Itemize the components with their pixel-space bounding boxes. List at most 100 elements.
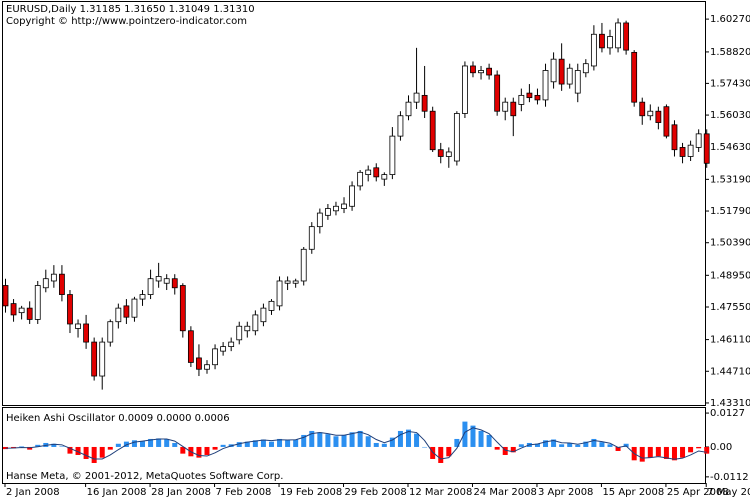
candle-body — [623, 22, 630, 51]
candle-body — [300, 248, 307, 282]
candle-body — [599, 33, 605, 49]
candle-body — [486, 67, 493, 76]
candle-body — [284, 280, 291, 284]
histogram-bar — [414, 433, 420, 447]
histogram-bar — [365, 436, 371, 447]
candle-body — [42, 278, 49, 289]
histogram-bar — [285, 440, 291, 447]
candle-body — [558, 58, 565, 85]
histogram-bar — [236, 442, 242, 447]
candle-body — [445, 151, 452, 157]
candle-body — [83, 323, 89, 343]
candle-body — [308, 226, 315, 250]
histogram-bar — [688, 446, 694, 453]
histogram-bar — [268, 441, 274, 447]
histogram-bar — [599, 442, 605, 447]
main-panel-frame — [2, 1, 706, 406]
candle-body — [260, 307, 267, 323]
candle-body — [163, 278, 170, 284]
histogram-bar — [607, 444, 613, 447]
histogram-bar — [430, 446, 436, 459]
histogram-bar — [510, 446, 516, 453]
candle-body — [590, 33, 597, 67]
candle-body — [179, 285, 186, 332]
histogram-bar — [156, 438, 162, 447]
histogram-bar — [196, 446, 202, 458]
candle-body — [139, 294, 146, 300]
y-tick-label: 1.58820 — [710, 47, 750, 58]
y-tick-label: 1.56030 — [710, 110, 750, 121]
y-tick-label: 1.43310 — [710, 398, 750, 409]
signal-line — [5, 427, 707, 460]
y-tick-label: 1.51790 — [710, 206, 750, 217]
histogram-bar — [478, 430, 484, 447]
oscillator-title: Heiken Ashi Oscillator 0.0009 0.0000 0.0… — [6, 413, 230, 424]
histogram-bar — [446, 446, 452, 457]
candle-body — [34, 285, 41, 320]
candle-body — [244, 325, 251, 332]
histogram-bar — [244, 441, 250, 447]
histogram-bar — [486, 434, 492, 447]
x-tick-label: 12 Mar 2008 — [409, 487, 472, 498]
candle-body — [10, 303, 17, 316]
histogram-bar — [277, 438, 283, 447]
y-tick-label: 1.48950 — [710, 270, 750, 281]
x-tick-label: 19 Feb 2008 — [280, 487, 342, 498]
candle-body — [631, 51, 638, 103]
candle-body — [510, 101, 517, 117]
candle-body — [131, 298, 138, 318]
candle-body — [220, 346, 227, 352]
histogram-bar — [470, 425, 476, 447]
histogram-bar — [27, 446, 33, 450]
histogram-bar — [696, 446, 702, 449]
candle-body — [59, 273, 65, 295]
y-tick-label: 0.00 — [710, 442, 732, 453]
candle-body — [212, 348, 218, 366]
histogram-bar — [83, 446, 89, 459]
histogram-bar — [164, 439, 170, 447]
y-tick-label: -0.0112 — [710, 472, 749, 483]
histogram-bar — [91, 446, 97, 463]
candle-body — [470, 65, 476, 74]
histogram-bar — [212, 446, 218, 450]
candle-body — [324, 208, 331, 216]
y-tick-label: 1.54630 — [710, 142, 750, 153]
candle-body — [687, 144, 694, 157]
histogram-bar — [51, 443, 57, 447]
x-tick-label: 7 May 2008 — [707, 487, 750, 498]
histogram-bar — [663, 446, 669, 459]
candle-body — [437, 149, 444, 157]
candle-body — [405, 101, 412, 117]
candle-body — [268, 300, 275, 311]
candle-body — [341, 203, 347, 209]
histogram-bar — [35, 444, 41, 447]
candle-body — [679, 147, 686, 157]
candle-body — [639, 101, 646, 117]
candle-body — [695, 133, 702, 148]
candle-body — [453, 113, 460, 162]
histogram-bar — [559, 444, 565, 447]
candle-body — [526, 92, 533, 99]
y-tick-label: 1.44710 — [710, 366, 750, 377]
candle-body — [50, 273, 57, 282]
candle-body — [67, 294, 73, 325]
histogram-bar — [204, 446, 210, 455]
candle-body — [99, 341, 106, 377]
y-tick-label: 1.53190 — [710, 174, 750, 185]
candle-body — [236, 325, 243, 341]
candle-body — [647, 110, 654, 117]
histogram-bar — [623, 443, 629, 447]
x-tick-label: 16 Jan 2008 — [87, 487, 147, 498]
footer: Hanse Meta, © 2001-2012, MetaQuotes Soft… — [6, 471, 283, 482]
candle-body — [703, 133, 710, 164]
histogram-bar — [333, 436, 339, 447]
candle-body — [204, 364, 210, 370]
histogram-bar — [518, 444, 524, 447]
histogram-bar — [317, 432, 323, 447]
candle-body — [365, 169, 372, 175]
candle-body — [462, 65, 468, 114]
histogram-bar — [494, 446, 500, 450]
histogram-bar — [107, 446, 113, 450]
candle-body — [397, 115, 404, 137]
candle-body — [413, 92, 420, 103]
